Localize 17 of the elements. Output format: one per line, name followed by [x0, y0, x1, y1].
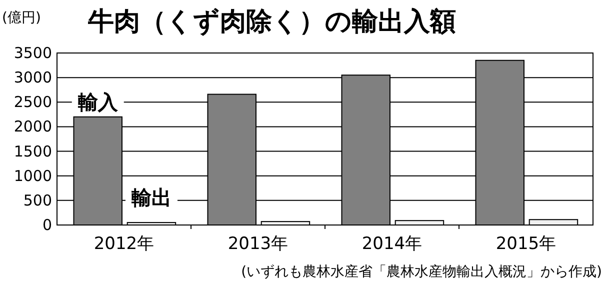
y-tick-label: 1500 — [14, 142, 52, 160]
y-tick-label: 2500 — [14, 93, 52, 112]
y-tick-label: 0 — [42, 216, 52, 234]
y-tick-label: 2000 — [14, 118, 52, 136]
x-tick-label: 2015年 — [496, 234, 556, 254]
y-tick-label: 1000 — [14, 166, 52, 185]
x-tick-label: 2014年 — [362, 234, 422, 254]
y-axis-title: (億円) — [2, 10, 41, 26]
series-label: 輸入 — [76, 90, 119, 114]
x-tick-label: 2013年 — [228, 234, 288, 254]
x-tick-label: 2012年 — [94, 234, 154, 254]
y-tick-label: 500 — [23, 191, 52, 210]
chart-title: 牛肉（くず肉除く）の輸出入額 — [87, 7, 456, 37]
text: (いずれも農林水産省「農林水産物輸出入概況」から作成) — [241, 264, 602, 280]
y-tick-label: 3500 — [14, 44, 52, 62]
y-tick-label: 3000 — [14, 68, 52, 87]
series-label: 輸出 — [130, 186, 172, 210]
